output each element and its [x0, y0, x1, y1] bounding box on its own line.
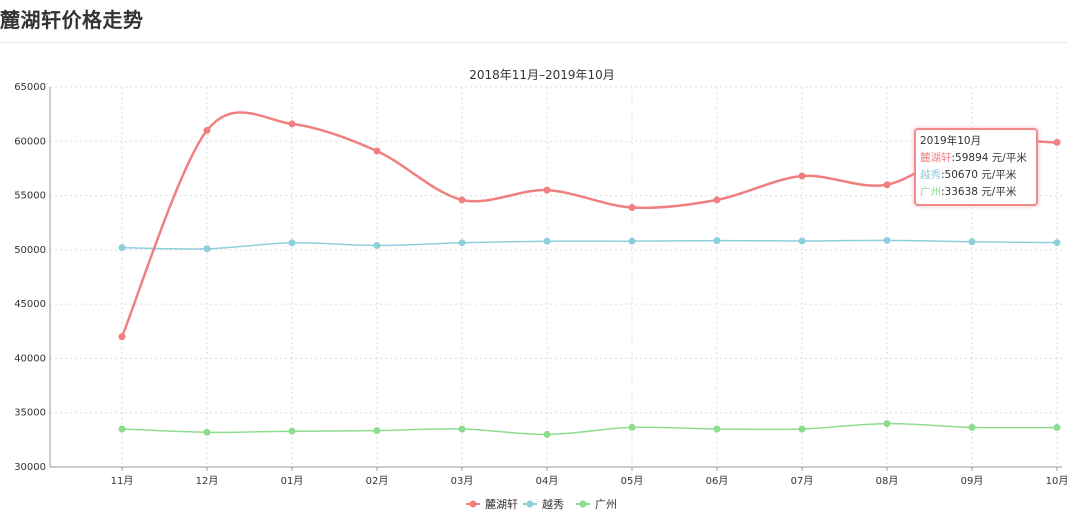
tooltip-value: :33638 元/平米 — [941, 186, 1017, 198]
legend-marker — [469, 500, 477, 508]
y-tick-label: 45000 — [14, 299, 46, 310]
x-tick-label: 10月 — [1046, 475, 1067, 487]
tooltip-value: :59894 元/平米 — [951, 152, 1027, 164]
data-point — [373, 147, 381, 155]
data-point — [118, 333, 126, 341]
legend-marker — [579, 500, 587, 508]
data-point — [628, 204, 636, 212]
chart-legend: 麓湖轩 越秀 广州 — [466, 497, 617, 511]
data-point — [288, 120, 296, 128]
legend-label: 越秀 — [542, 497, 564, 511]
legend-label: 麓湖轩 — [485, 497, 518, 511]
data-point — [458, 239, 466, 247]
data-point — [883, 236, 891, 244]
data-point — [543, 186, 551, 194]
data-point — [118, 244, 126, 252]
data-point — [798, 237, 806, 245]
data-point — [798, 425, 806, 433]
y-tick-label: 50000 — [14, 245, 46, 256]
data-point — [288, 239, 296, 247]
data-point — [373, 242, 381, 250]
x-tick-label: 11月 — [111, 475, 134, 487]
tooltip-row: 麓湖轩:59894 元/平米 — [920, 150, 1036, 167]
data-point — [1053, 424, 1061, 432]
x-tick-label: 04月 — [536, 475, 559, 487]
axis-layer: 30000 35000 40000 45000 50000 55000 60000 65000… — [14, 82, 1067, 487]
y-tick-label: 60000 — [14, 136, 46, 147]
data-point — [968, 423, 976, 431]
data-point — [458, 196, 466, 204]
data-tooltip: 2019年10月 麓湖轩:59894 元/平米 越秀:50670 元/平米 广州… — [914, 128, 1038, 206]
price-trend-chart: 2018年11月–2019年10月 30000 35000 40000 45000 50… — [0, 43, 1067, 513]
series-layer — [118, 111, 1061, 438]
data-point — [543, 430, 551, 438]
y-tick-label: 30000 — [14, 462, 46, 473]
data-point — [883, 181, 891, 189]
tooltip-value: :50670 元/平米 — [941, 169, 1017, 181]
data-point — [288, 427, 296, 435]
tooltip-label: 越秀 — [920, 169, 941, 181]
series-line — [121, 422, 1058, 436]
x-tick-label: 12月 — [196, 475, 219, 487]
page-header: 麓湖轩价格走势 — [0, 0, 1067, 43]
data-point — [628, 423, 636, 431]
data-point — [373, 427, 381, 435]
data-point — [1053, 239, 1061, 247]
x-tick-label: 01月 — [281, 475, 304, 487]
y-tick-label: 55000 — [14, 191, 46, 202]
tooltip-label: 麓湖轩 — [920, 152, 952, 164]
data-point — [458, 425, 466, 433]
y-tick-label: 65000 — [14, 82, 46, 93]
tooltip-row: 越秀:50670 元/平米 — [920, 167, 1036, 184]
x-tick-label: 09月 — [961, 475, 984, 487]
data-point — [713, 425, 721, 433]
x-tick-label: 08月 — [876, 475, 899, 487]
grid-layer — [50, 86, 1062, 467]
data-point — [713, 196, 721, 204]
data-point — [713, 237, 721, 245]
chart-svg: 2018年11月–2019年10月 30000 35000 40000 45000 50… — [14, 68, 1067, 511]
x-tick-label: 02月 — [366, 475, 389, 487]
data-point — [1053, 138, 1061, 146]
page-title: 麓湖轩价格走势 — [0, 8, 144, 32]
tooltip-label: 广州 — [920, 186, 941, 198]
data-point — [118, 425, 126, 433]
data-point — [203, 245, 211, 253]
data-point — [968, 238, 976, 246]
y-tick-label: 35000 — [14, 408, 46, 419]
tooltip-row: 广州:33638 元/平米 — [920, 184, 1036, 201]
series-line — [121, 239, 1058, 250]
legend-label: 广州 — [595, 498, 617, 511]
y-tick-label: 40000 — [14, 353, 46, 364]
x-tick-label: 06月 — [706, 475, 729, 487]
data-point — [203, 428, 211, 436]
x-tick-label: 03月 — [451, 475, 474, 487]
chart-title: 2018年11月–2019年10月 — [469, 68, 615, 82]
data-point — [203, 126, 211, 134]
data-point — [628, 237, 636, 245]
data-point — [883, 420, 891, 428]
x-tick-label: 05月 — [621, 475, 644, 487]
legend-marker — [526, 500, 534, 508]
x-tick-label: 07月 — [791, 475, 814, 487]
tooltip-title: 2019年10月 — [920, 135, 982, 147]
data-point — [543, 237, 551, 245]
data-point — [798, 172, 806, 180]
